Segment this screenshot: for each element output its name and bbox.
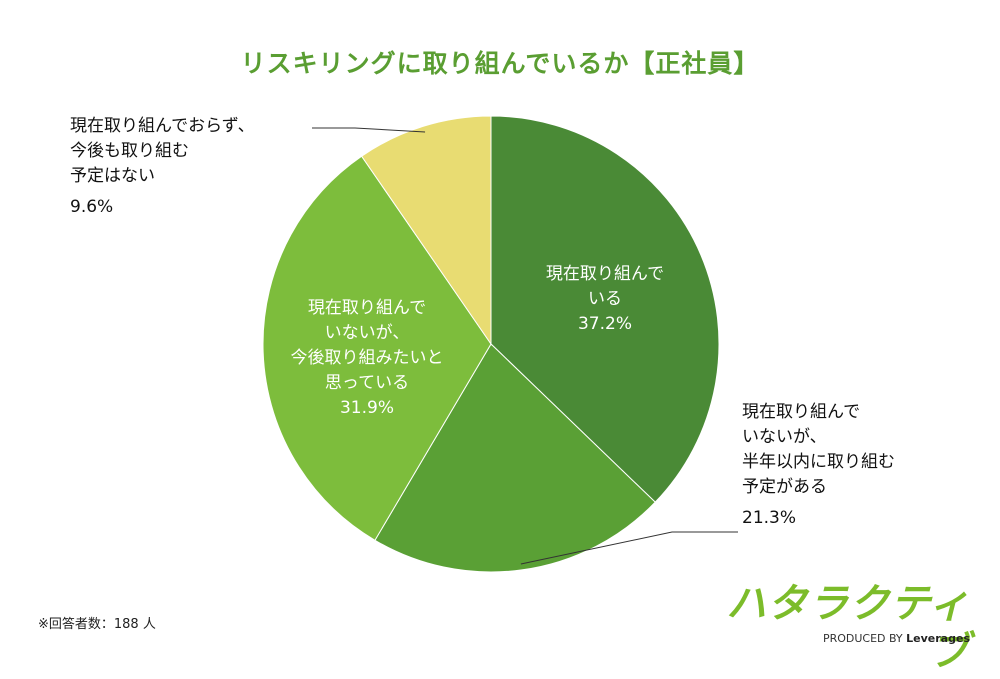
- slice-no-plan: [360, 115, 492, 346]
- slice-within-half-year-label: 現在取り組んで いないが、半年以内に取り組む 予定がある 21.3%: [742, 400, 982, 531]
- slice-label-line: いないが、: [742, 427, 827, 447]
- slice-label-line: 今後取り組みたいと: [290, 348, 444, 368]
- slice-in-progress-label: 現在取り組んで いる 37.2%: [505, 262, 705, 337]
- leader-line: [312, 127, 426, 133]
- chart-title: リスキリングに取り組んでいるか【正社員】: [240, 49, 760, 78]
- slice-no-plan-label: 現在取り組んでおらず、 今後も取り組む 予定はない 9.6%: [70, 114, 370, 220]
- leader-line: [520, 531, 738, 565]
- slice-label-line: 半年以内に取り組む: [742, 452, 895, 472]
- slice-label-line: 思っている: [324, 373, 410, 393]
- slice-value-label: 31.9%: [339, 398, 394, 418]
- slice-within-half-year: [374, 343, 656, 573]
- slice-value-label: 9.6%: [70, 197, 114, 217]
- slice-label-line: 現在取り組んで: [742, 402, 861, 422]
- slice-label-line: 予定がある: [742, 477, 827, 497]
- slice-label-line: 現在取り組んで: [545, 264, 665, 284]
- slice-label-line: 現在取り組んで: [307, 298, 427, 318]
- slice-label-line: 現在取り組んでおらず、: [70, 116, 255, 136]
- slice-label-line: 予定はない: [70, 166, 155, 186]
- slice-value-label: 37.2%: [577, 314, 632, 334]
- slice-want-to-label: 現在取り組んで いないが、今後取り組みたいと 思っている 31.9%: [262, 296, 472, 421]
- slice-label-line: いる: [588, 289, 622, 309]
- leverages-brand: Leverages: [906, 632, 970, 645]
- logo-produced-by: PRODUCED BY Leverages: [823, 632, 970, 645]
- slice-label-line: いないが、: [324, 323, 410, 343]
- slice-label-line: 今後も取り組む: [70, 141, 189, 161]
- hataractive-logo: ハタラクティブ PRODUCED BY Leverages: [700, 580, 970, 675]
- respondent-note: ※回答者数：188 人: [38, 617, 156, 632]
- slice-want-to: [262, 155, 492, 541]
- logo-wordmark: ハタラクティブ: [726, 581, 970, 675]
- slice-value-label: 21.3%: [742, 508, 797, 528]
- slice-in-progress: [490, 115, 720, 503]
- produced-by-text: PRODUCED BY: [822, 632, 903, 645]
